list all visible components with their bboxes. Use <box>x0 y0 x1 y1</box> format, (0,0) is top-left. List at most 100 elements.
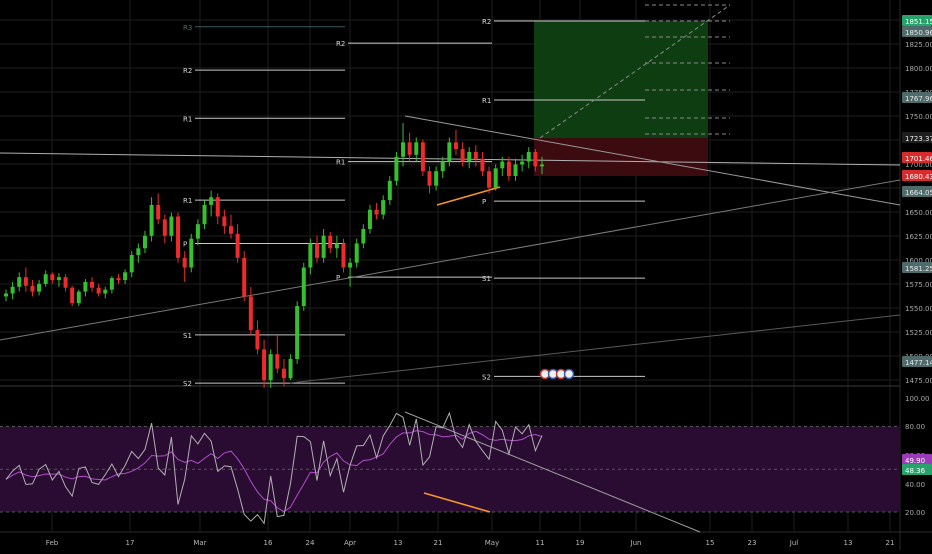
candle-body <box>328 235 333 249</box>
candle-body <box>361 229 366 244</box>
candle-body <box>348 262 353 268</box>
candle-body <box>116 278 121 281</box>
candle-body <box>222 216 227 227</box>
price-tag-label: 1851.15 <box>905 18 932 26</box>
x-tick-label: 24 <box>306 539 315 547</box>
candle-body <box>37 283 42 292</box>
candle-body <box>50 274 55 281</box>
pivot-label: R3 <box>183 24 192 32</box>
candle-body <box>70 287 75 304</box>
candle-body <box>487 171 492 188</box>
y-tick-label: 1525.00 <box>905 329 932 337</box>
candle-body <box>374 209 379 215</box>
candle-body <box>123 272 128 281</box>
candle-body <box>506 161 511 177</box>
candle-body <box>63 277 68 288</box>
y-tick-label: 1625.00 <box>905 233 932 241</box>
candle-body <box>255 330 260 350</box>
rsi-tick-label: 40.00 <box>905 481 925 489</box>
x-tick-label: 23 <box>748 539 757 547</box>
candle-body <box>4 293 8 297</box>
price-tag-box <box>902 132 932 143</box>
candle-body <box>315 243 320 258</box>
candle-body <box>367 209 372 229</box>
x-tick-label: Jul <box>789 539 799 547</box>
candle-body <box>162 219 167 236</box>
y-tick-label: 1475.00 <box>905 377 932 385</box>
candle-body <box>407 142 412 155</box>
y-tick-label: 1750.00 <box>905 113 932 121</box>
x-tick-label: 17 <box>126 539 135 547</box>
price-tag-label: 1723.37 <box>905 135 932 143</box>
candle-body <box>182 257 187 268</box>
candle-body <box>473 151 478 159</box>
candle-body <box>295 306 300 359</box>
candle-body <box>401 142 406 157</box>
pivot-label: R1 <box>183 115 192 123</box>
projection-trendline <box>539 4 731 139</box>
price-tag-label: 1850.96 <box>905 29 932 37</box>
candle-body <box>381 200 386 215</box>
candle-body <box>387 180 392 201</box>
candle-body <box>262 349 267 381</box>
rsi-tag-label: 48.36 <box>905 467 926 475</box>
candle-body <box>136 248 141 255</box>
x-tick-label: 11 <box>536 539 545 547</box>
pivot-label: R2 <box>183 67 192 75</box>
x-tick-label: Jun <box>630 539 642 547</box>
pivot-label: R1 <box>336 159 345 167</box>
candle-body <box>76 291 81 304</box>
pivot-label: P <box>482 198 486 206</box>
candle-body <box>526 151 531 162</box>
y-tick-label: 1550.00 <box>905 305 932 313</box>
pivot-label: P <box>336 274 340 282</box>
x-tick-label: 15 <box>706 539 715 547</box>
pivot-label: R1 <box>183 197 192 205</box>
candle-body <box>447 142 452 162</box>
price-tag-label: 1664.05 <box>905 189 932 197</box>
price-tag-box <box>902 170 932 181</box>
candle-body <box>30 285 35 292</box>
candle-body <box>242 257 247 297</box>
candle-body <box>427 171 432 186</box>
candle-body <box>334 243 339 249</box>
candle-body <box>228 226 233 234</box>
candle-body <box>420 142 425 172</box>
candle-body <box>480 158 485 172</box>
event-badge-icons[interactable] <box>539 368 575 380</box>
rsi-line <box>5 411 543 525</box>
candle-body <box>10 286 15 294</box>
candle-body <box>354 243 359 263</box>
candle-body <box>533 151 538 167</box>
candle-body <box>440 161 445 172</box>
y-tick-label: 1650.00 <box>905 209 932 217</box>
candle-body <box>215 197 220 217</box>
candle-body <box>513 164 518 177</box>
x-tick-label: 16 <box>264 539 273 547</box>
pivot-levels: R3 R2 R1 R1 P S1 S2 R2 R1 P R2 R1 P S1 S2 <box>183 4 730 388</box>
y-tick-label: 1575.00 <box>905 281 932 289</box>
pivot-label: R2 <box>336 40 345 48</box>
y-tick-label: 1800.00 <box>905 65 932 73</box>
pivot-label: S1 <box>183 332 192 340</box>
position-zones <box>534 21 708 176</box>
price-tag-box <box>902 26 932 37</box>
candle-body <box>23 277 28 286</box>
rsi-tag-box <box>902 454 932 465</box>
descending-trendline <box>404 115 901 206</box>
candle-body <box>83 281 88 292</box>
price-tag-box <box>902 15 932 26</box>
rsi-tick-label: 20.00 <box>905 509 925 517</box>
candle-body <box>453 142 458 150</box>
event-badge-icon <box>563 368 575 380</box>
candle-body <box>129 255 134 273</box>
rsi-band <box>0 426 900 513</box>
x-tick-label: 13 <box>394 539 403 547</box>
candle-body <box>308 243 313 268</box>
candle-body <box>56 277 61 281</box>
price-tag-label: 1581.25 <box>905 265 932 273</box>
rsi-tag-box <box>902 464 932 475</box>
price-tag-label: 1701.46 <box>905 155 932 163</box>
